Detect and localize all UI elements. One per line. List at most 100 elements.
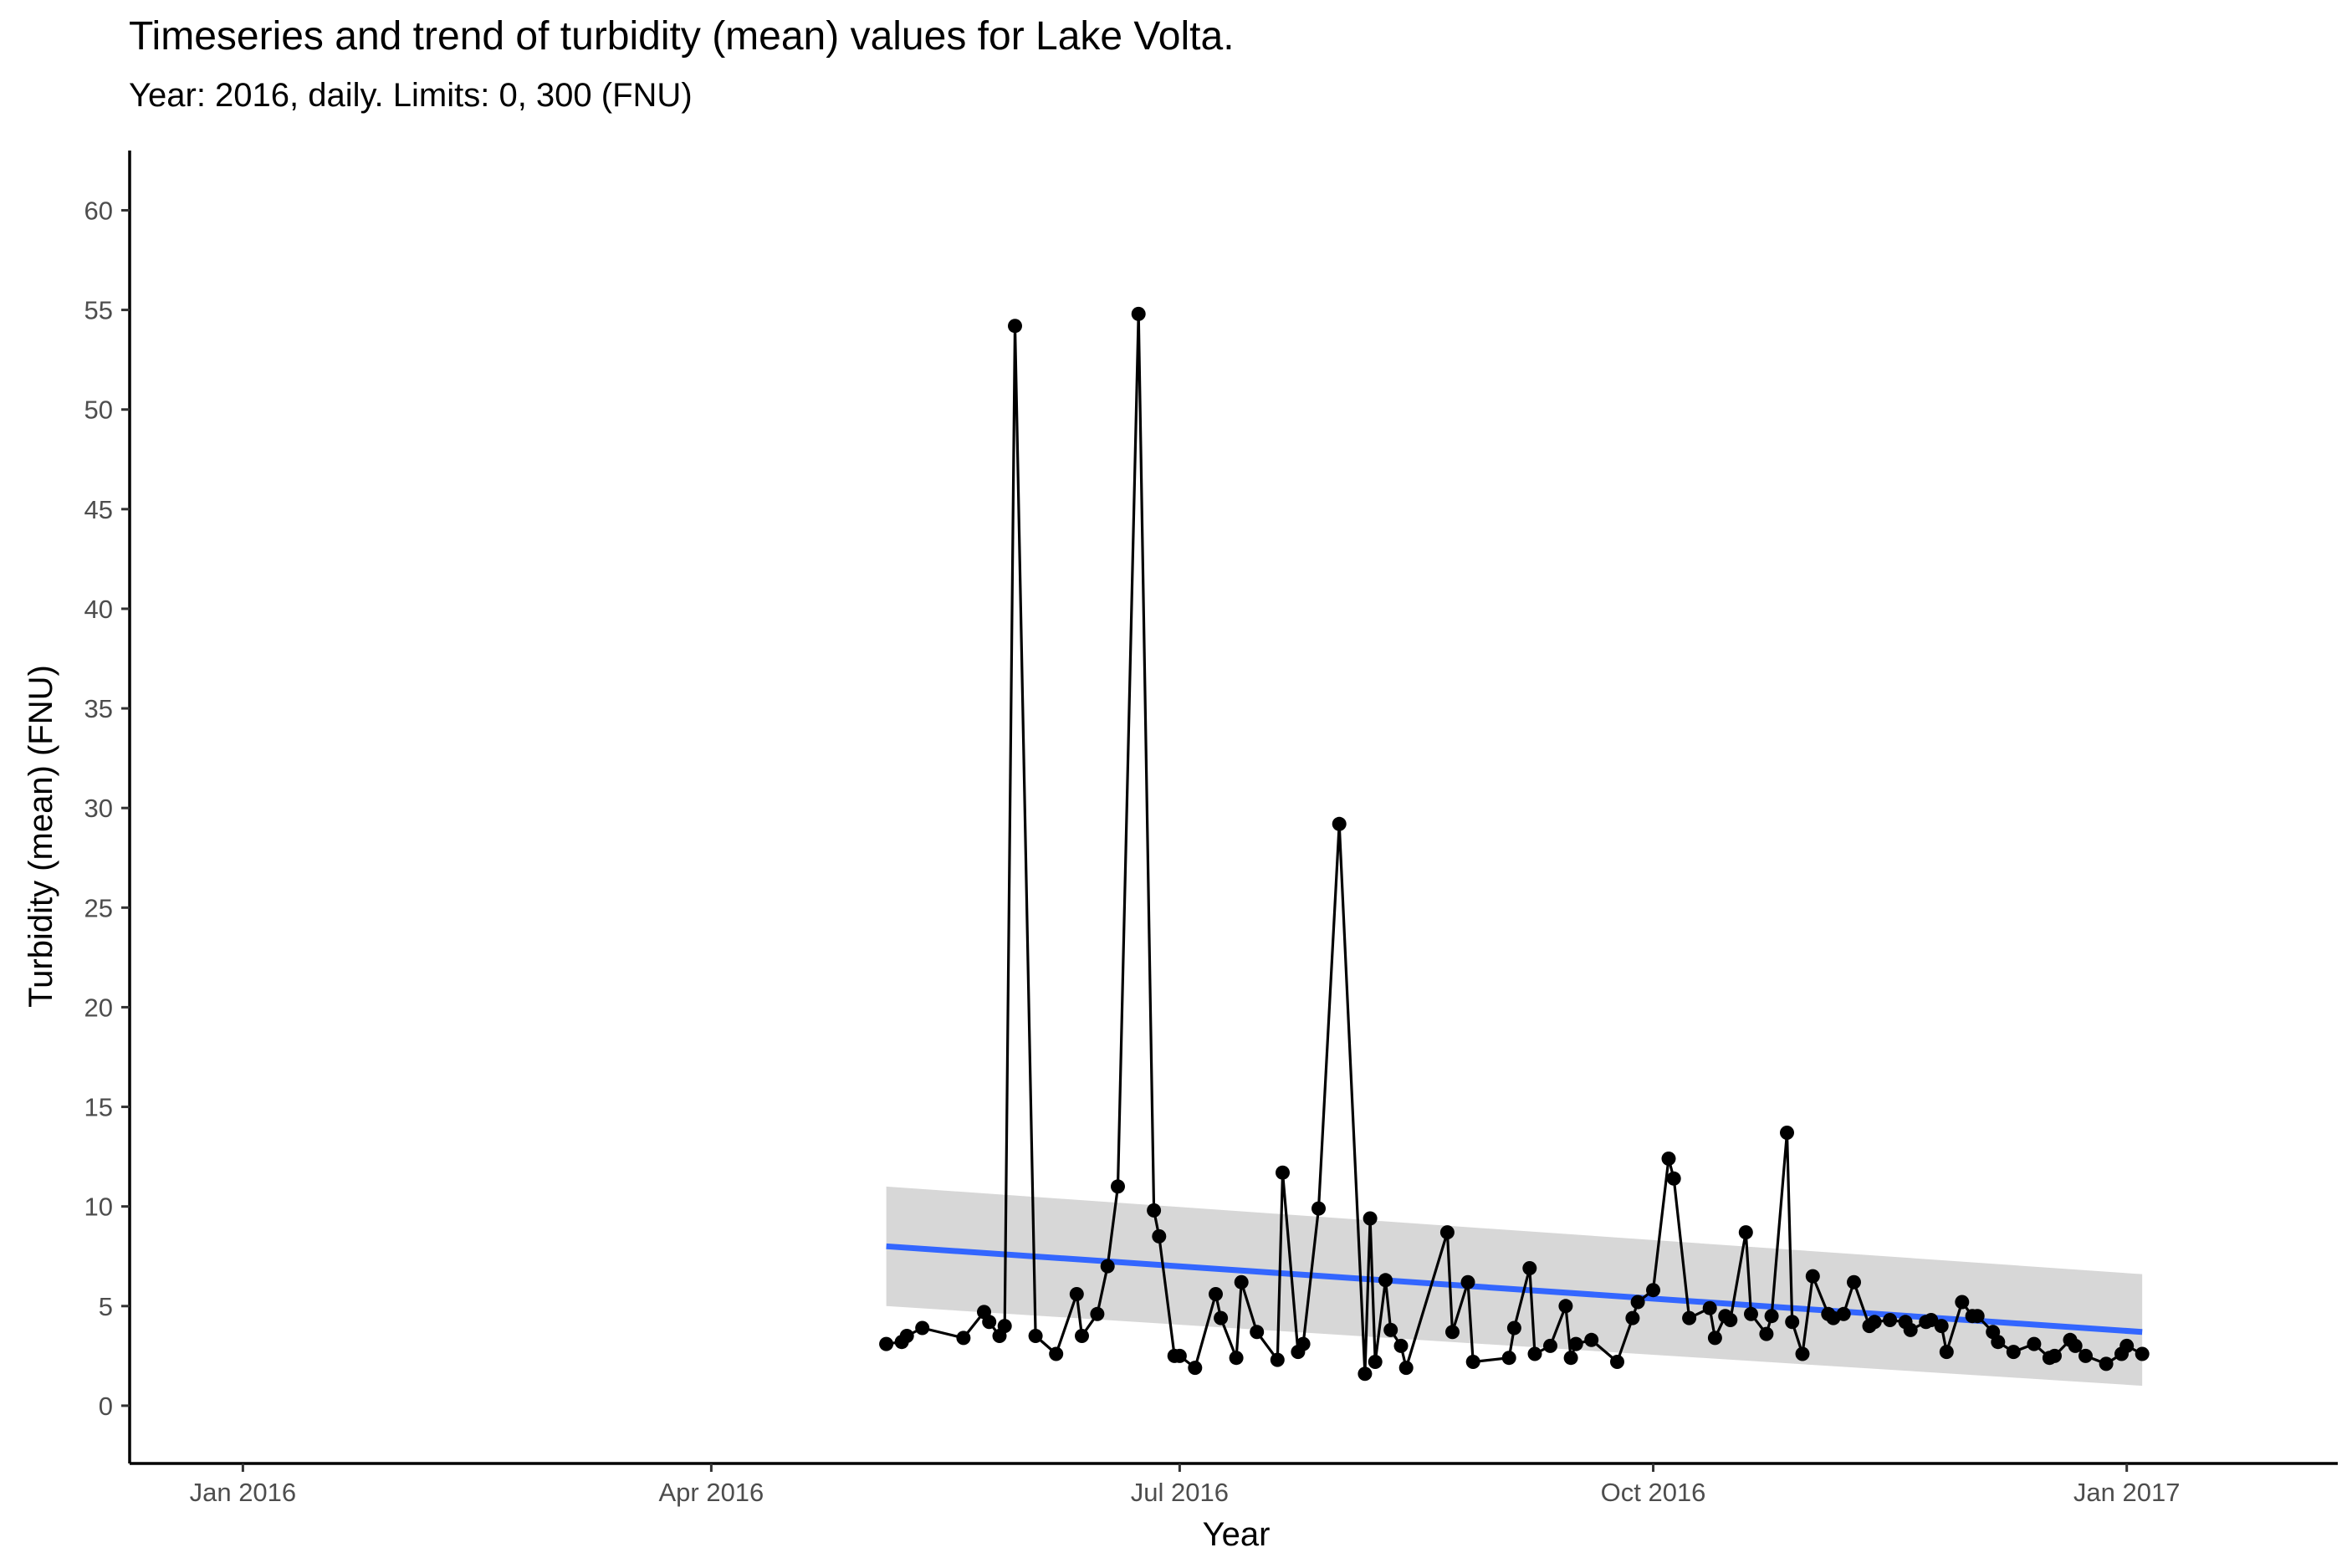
data-point xyxy=(1568,1336,1583,1351)
data-point xyxy=(1172,1348,1187,1363)
data-point xyxy=(1439,1225,1455,1240)
data-point xyxy=(1955,1295,1970,1310)
data-point xyxy=(1214,1310,1229,1325)
y-tick-label: 35 xyxy=(84,694,113,723)
data-point xyxy=(1903,1322,1918,1337)
data-point xyxy=(1465,1355,1480,1369)
data-point xyxy=(1445,1325,1460,1340)
data-point xyxy=(1152,1228,1167,1244)
data-point xyxy=(1939,1345,1954,1360)
data-point xyxy=(2119,1338,2135,1353)
data-point xyxy=(1100,1259,1115,1274)
data-point xyxy=(956,1331,971,1346)
data-point xyxy=(1610,1355,1624,1369)
data-point xyxy=(2027,1336,2042,1351)
data-point xyxy=(1780,1126,1794,1140)
confidence-band-layer xyxy=(886,1186,2143,1387)
data-point xyxy=(1522,1261,1537,1275)
data-point xyxy=(1368,1355,1383,1369)
data-point xyxy=(1563,1351,1578,1366)
x-tick-label: Apr 2016 xyxy=(658,1478,764,1507)
y-tick-label: 40 xyxy=(84,595,113,624)
data-point xyxy=(997,1319,1012,1334)
y-tick-label: 25 xyxy=(84,893,113,922)
data-point xyxy=(1393,1338,1409,1353)
x-tick-label: Jan 2016 xyxy=(190,1478,297,1507)
data-point xyxy=(1738,1225,1753,1240)
data-point xyxy=(1723,1313,1738,1327)
data-point xyxy=(879,1336,894,1351)
x-axis-label: Year xyxy=(1203,1516,1271,1553)
data-point xyxy=(1363,1211,1378,1226)
data-point xyxy=(1795,1346,1810,1361)
data-point xyxy=(1836,1306,1851,1321)
data-point xyxy=(1131,306,1146,321)
data-point xyxy=(1460,1274,1475,1290)
y-tick-label: 55 xyxy=(84,296,113,325)
data-point xyxy=(1558,1299,1573,1314)
y-tick-label: 60 xyxy=(84,196,113,225)
data-point xyxy=(1090,1306,1105,1321)
y-tick-label: 30 xyxy=(84,794,113,823)
data-point xyxy=(1311,1201,1326,1216)
x-tick-label: Jan 2017 xyxy=(2073,1478,2181,1507)
data-point xyxy=(1296,1336,1311,1351)
data-point xyxy=(1847,1274,1861,1290)
data-point xyxy=(2099,1356,2114,1371)
y-tick-label: 15 xyxy=(84,1093,113,1122)
data-point xyxy=(1527,1346,1542,1361)
data-point xyxy=(1188,1361,1203,1376)
data-point xyxy=(1744,1306,1758,1321)
chart-subtitle: Year: 2016, daily. Limits: 0, 300 (FNU) xyxy=(129,77,693,114)
data-point xyxy=(1270,1352,1285,1367)
data-point xyxy=(1630,1295,1645,1310)
data-point xyxy=(1069,1287,1084,1301)
confidence-band xyxy=(886,1186,2143,1387)
data-point xyxy=(1229,1351,1244,1366)
data-point xyxy=(1934,1319,1949,1334)
data-point xyxy=(1049,1346,1064,1361)
ticks-layer: 0 5 10 15 20 25 30 35 40 45 50 55 60 Jan 2016 Apr 2016… xyxy=(84,196,2181,1507)
data-point xyxy=(1707,1331,1722,1346)
data-point xyxy=(1543,1338,1557,1353)
data-point xyxy=(1378,1273,1393,1288)
data-point xyxy=(1666,1171,1681,1186)
y-tick-label: 50 xyxy=(84,396,113,425)
data-point xyxy=(1250,1325,1265,1340)
data-point xyxy=(1702,1300,1717,1315)
data-point xyxy=(1970,1309,1985,1324)
data-point xyxy=(1147,1203,1162,1218)
data-point xyxy=(1398,1361,1414,1376)
data-point xyxy=(2068,1338,2083,1353)
points-layer xyxy=(879,306,2150,1382)
data-point xyxy=(1075,1329,1089,1343)
data-point xyxy=(1276,1165,1290,1180)
data-point xyxy=(1682,1310,1697,1325)
y-tick-label: 20 xyxy=(84,993,113,1022)
y-tick-label: 5 xyxy=(99,1292,113,1321)
data-point xyxy=(1506,1320,1521,1336)
x-tick-label: Jul 2016 xyxy=(1131,1478,1229,1507)
data-point xyxy=(1883,1313,1898,1327)
data-point xyxy=(1661,1152,1676,1166)
data-point xyxy=(1008,319,1022,334)
data-point xyxy=(1805,1269,1820,1284)
data-point xyxy=(2048,1348,2062,1363)
data-point xyxy=(1584,1332,1599,1347)
data-point xyxy=(1785,1315,1800,1330)
data-point xyxy=(1209,1287,1223,1301)
chart-title: Timeseries and trend of turbidity (mean)… xyxy=(129,14,1235,59)
data-point xyxy=(1924,1313,1939,1327)
data-point xyxy=(899,1329,914,1343)
y-tick-label: 10 xyxy=(84,1193,113,1222)
data-point xyxy=(1867,1315,1882,1330)
y-tick-label: 45 xyxy=(84,495,113,524)
data-point xyxy=(2006,1345,2021,1360)
data-point xyxy=(915,1320,930,1336)
data-point xyxy=(1501,1351,1516,1366)
data-point xyxy=(1383,1322,1398,1337)
data-point xyxy=(1358,1366,1373,1382)
y-axis-label: Turbidity (mean) (FNU) xyxy=(23,665,59,1008)
data-point xyxy=(1759,1326,1774,1341)
